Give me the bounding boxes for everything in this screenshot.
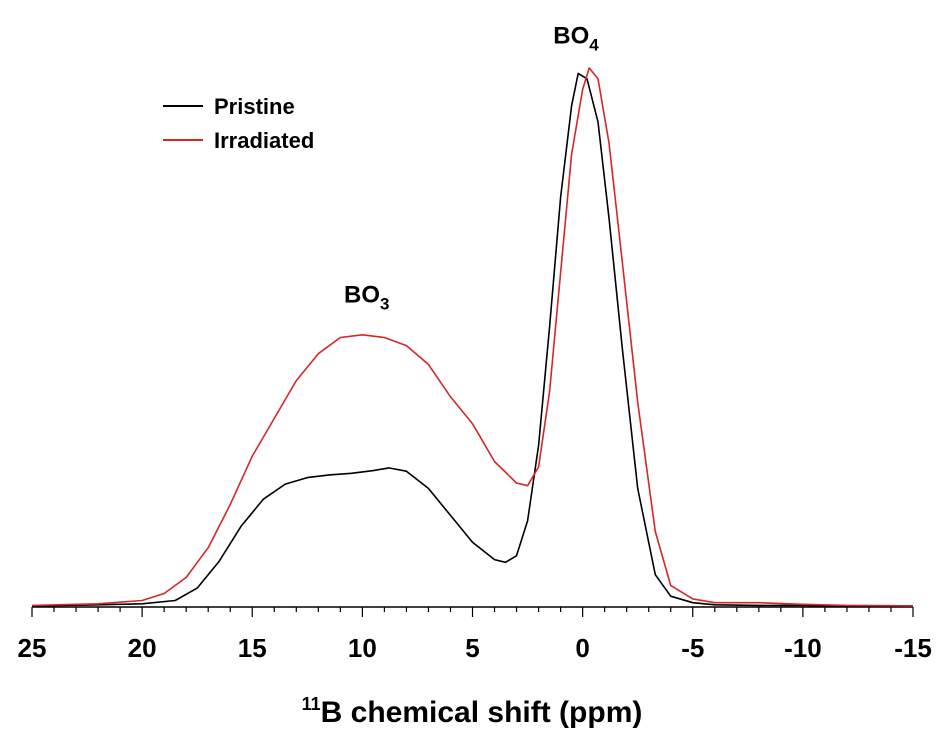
x-tick-label: 25: [18, 633, 47, 663]
x-tick-label: 5: [465, 633, 479, 663]
x-tick-label: -5: [681, 633, 704, 663]
legend-label-irradiated: Irradiated: [214, 128, 314, 153]
x-axis-title-main: B chemical shift (ppm): [321, 696, 643, 729]
x-tick-label: 15: [238, 633, 267, 663]
series-line-irradiated: [31, 67, 914, 607]
x-tick-label: -10: [784, 633, 822, 663]
x-tick-label: -15: [894, 633, 932, 663]
x-axis-title: 11B chemical shift (ppm): [302, 694, 643, 729]
legend: Pristine Irradiated: [163, 94, 314, 153]
x-axis-title-superscript: 11: [302, 694, 321, 714]
annotation-bo3: BO3: [344, 281, 389, 313]
legend-label-pristine: Pristine: [214, 94, 295, 119]
annotation-bo4: BO4: [553, 23, 599, 55]
x-tick-label: 10: [348, 633, 377, 663]
x-tick-label: 20: [128, 633, 157, 663]
x-axis: 25 20 15 10 5 0 -5 -10 -15: [18, 606, 932, 663]
annotations: BO3 BO4: [344, 23, 599, 314]
series-line-pristine: [31, 72, 913, 607]
series-group: [31, 67, 914, 607]
x-tick-label: 0: [575, 633, 589, 663]
